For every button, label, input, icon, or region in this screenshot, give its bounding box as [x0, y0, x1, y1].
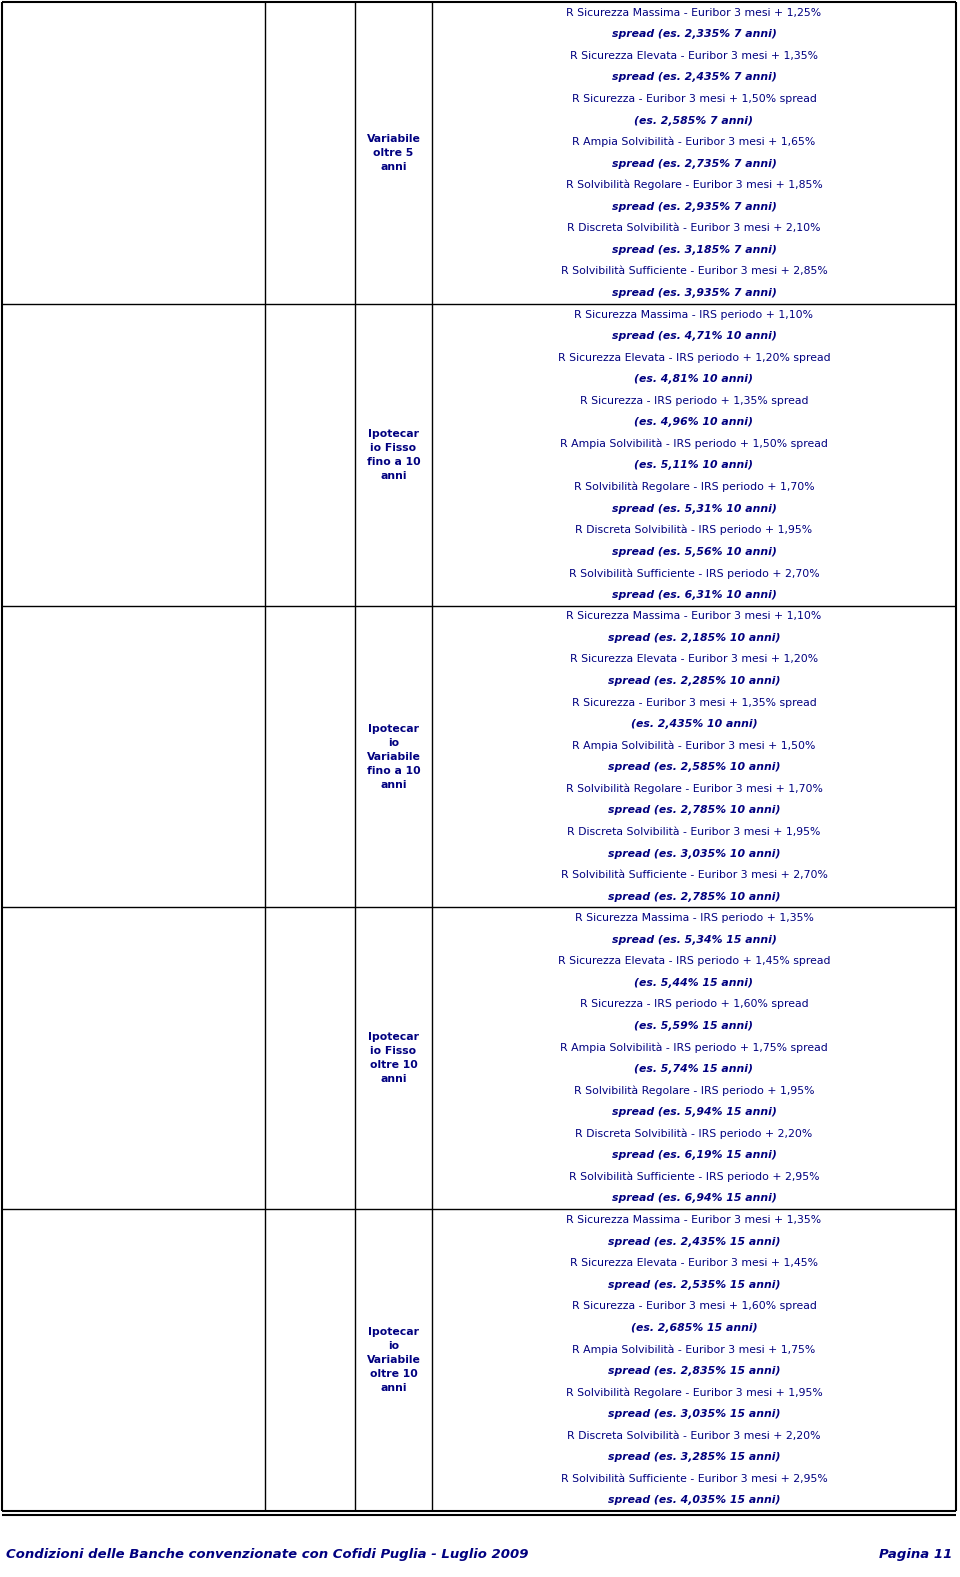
Text: R Solvibilità Regolare - Euribor 3 mesi + 1,85%: R Solvibilità Regolare - Euribor 3 mesi …: [565, 180, 823, 191]
Text: Ipotecar
io
Variabile
oltre 10
anni: Ipotecar io Variabile oltre 10 anni: [367, 1328, 420, 1392]
Text: spread (es. 6,94% 15 anni): spread (es. 6,94% 15 anni): [612, 1194, 777, 1203]
Text: spread (es. 2,785% 10 anni): spread (es. 2,785% 10 anni): [608, 891, 780, 902]
Text: spread (es. 2,835% 15 anni): spread (es. 2,835% 15 anni): [608, 1366, 780, 1375]
Text: R Sicurezza - Euribor 3 mesi + 1,35% spread: R Sicurezza - Euribor 3 mesi + 1,35% spr…: [571, 697, 816, 708]
Text: R Discreta Solvibilità - Euribor 3 mesi + 2,20%: R Discreta Solvibilità - Euribor 3 mesi …: [567, 1430, 821, 1440]
Text: R Ampia Solvibilità - Euribor 3 mesi + 1,65%: R Ampia Solvibilità - Euribor 3 mesi + 1…: [572, 137, 816, 147]
Text: R Sicurezza Elevata - IRS periodo + 1,20% spread: R Sicurezza Elevata - IRS periodo + 1,20…: [558, 353, 830, 363]
Text: spread (es. 2,585% 10 anni): spread (es. 2,585% 10 anni): [608, 762, 780, 773]
Text: R Sicurezza - Euribor 3 mesi + 1,60% spread: R Sicurezza - Euribor 3 mesi + 1,60% spr…: [571, 1301, 816, 1310]
Text: (es. 4,81% 10 anni): (es. 4,81% 10 anni): [635, 374, 754, 385]
Text: spread (es. 3,185% 7 anni): spread (es. 3,185% 7 anni): [612, 244, 777, 255]
Text: R Solvibilità Regolare - IRS periodo + 1,70%: R Solvibilità Regolare - IRS periodo + 1…: [574, 483, 814, 492]
Text: R Ampia Solvibilità - IRS periodo + 1,75% spread: R Ampia Solvibilità - IRS periodo + 1,75…: [560, 1042, 828, 1053]
Text: R Sicurezza Massima - Euribor 3 mesi + 1,10%: R Sicurezza Massima - Euribor 3 mesi + 1…: [566, 612, 822, 621]
Text: spread (es. 6,31% 10 anni): spread (es. 6,31% 10 anni): [612, 590, 777, 599]
Text: (es. 2,685% 15 anni): (es. 2,685% 15 anni): [631, 1323, 757, 1333]
Text: R Sicurezza Elevata - IRS periodo + 1,45% spread: R Sicurezza Elevata - IRS periodo + 1,45…: [558, 956, 830, 967]
Text: Variabile
oltre 5
anni: Variabile oltre 5 anni: [367, 134, 420, 172]
Text: spread (es. 4,71% 10 anni): spread (es. 4,71% 10 anni): [612, 331, 777, 341]
Text: R Solvibilità Sufficiente - Euribor 3 mesi + 2,70%: R Solvibilità Sufficiente - Euribor 3 me…: [561, 871, 828, 880]
Text: (es. 4,96% 10 anni): (es. 4,96% 10 anni): [635, 418, 754, 427]
Text: R Solvibilità Regolare - IRS periodo + 1,95%: R Solvibilità Regolare - IRS periodo + 1…: [574, 1085, 814, 1096]
Text: R Sicurezza Elevata - Euribor 3 mesi + 1,45%: R Sicurezza Elevata - Euribor 3 mesi + 1…: [570, 1258, 818, 1268]
Text: spread (es. 5,94% 15 anni): spread (es. 5,94% 15 anni): [612, 1107, 777, 1117]
Text: Ipotecar
io Fisso
fino a 10
anni: Ipotecar io Fisso fino a 10 anni: [367, 429, 420, 481]
Text: R Sicurezza - IRS periodo + 1,60% spread: R Sicurezza - IRS periodo + 1,60% spread: [580, 1000, 808, 1009]
Text: spread (es. 2,285% 10 anni): spread (es. 2,285% 10 anni): [608, 677, 780, 686]
Text: R Solvibilità Sufficiente - Euribor 3 mesi + 2,85%: R Solvibilità Sufficiente - Euribor 3 me…: [561, 267, 828, 276]
Text: Pagina 11: Pagina 11: [878, 1549, 952, 1561]
Text: R Solvibilità Regolare - Euribor 3 mesi + 1,95%: R Solvibilità Regolare - Euribor 3 mesi …: [565, 1388, 823, 1397]
Text: spread (es. 2,435% 7 anni): spread (es. 2,435% 7 anni): [612, 73, 777, 82]
Text: R Discreta Solvibilità - Euribor 3 mesi + 2,10%: R Discreta Solvibilità - Euribor 3 mesi …: [567, 224, 821, 233]
Text: Condizioni delle Banche convenzionate con Cofidi Puglia - Luglio 2009: Condizioni delle Banche convenzionate co…: [6, 1549, 529, 1561]
Text: (es. 5,59% 15 anni): (es. 5,59% 15 anni): [635, 1020, 754, 1031]
Text: R Sicurezza - Euribor 3 mesi + 1,50% spread: R Sicurezza - Euribor 3 mesi + 1,50% spr…: [571, 95, 816, 104]
Text: R Discreta Solvibilità - Euribor 3 mesi + 1,95%: R Discreta Solvibilità - Euribor 3 mesi …: [567, 826, 821, 837]
Text: R Sicurezza Elevata - Euribor 3 mesi + 1,20%: R Sicurezza Elevata - Euribor 3 mesi + 1…: [570, 654, 818, 664]
Text: (es. 2,585% 7 anni): (es. 2,585% 7 anni): [635, 115, 754, 126]
Text: R Discreta Solvibilità - IRS periodo + 2,20%: R Discreta Solvibilità - IRS periodo + 2…: [575, 1129, 812, 1139]
Text: spread (es. 2,335% 7 anni): spread (es. 2,335% 7 anni): [612, 30, 777, 39]
Text: R Sicurezza Massima - Euribor 3 mesi + 1,35%: R Sicurezza Massima - Euribor 3 mesi + 1…: [566, 1214, 822, 1225]
Text: spread (es. 2,935% 7 anni): spread (es. 2,935% 7 anni): [612, 202, 777, 211]
Text: R Sicurezza - IRS periodo + 1,35% spread: R Sicurezza - IRS periodo + 1,35% spread: [580, 396, 808, 405]
Text: spread (es. 3,035% 15 anni): spread (es. 3,035% 15 anni): [608, 1408, 780, 1419]
Text: (es. 5,44% 15 anni): (es. 5,44% 15 anni): [635, 978, 754, 987]
Text: spread (es. 5,56% 10 anni): spread (es. 5,56% 10 anni): [612, 547, 777, 557]
Text: (es. 5,11% 10 anni): (es. 5,11% 10 anni): [635, 460, 754, 470]
Text: R Ampia Solvibilità - Euribor 3 mesi + 1,50%: R Ampia Solvibilità - Euribor 3 mesi + 1…: [572, 741, 816, 751]
Text: R Sicurezza Massima - Euribor 3 mesi + 1,25%: R Sicurezza Massima - Euribor 3 mesi + 1…: [566, 8, 822, 17]
Text: R Sicurezza Elevata - Euribor 3 mesi + 1,35%: R Sicurezza Elevata - Euribor 3 mesi + 1…: [570, 50, 818, 62]
Text: spread (es. 6,19% 15 anni): spread (es. 6,19% 15 anni): [612, 1150, 777, 1161]
Text: spread (es. 3,935% 7 anni): spread (es. 3,935% 7 anni): [612, 289, 777, 298]
Text: spread (es. 2,735% 7 anni): spread (es. 2,735% 7 anni): [612, 159, 777, 169]
Text: R Solvibilità Sufficiente - IRS periodo + 2,95%: R Solvibilità Sufficiente - IRS periodo …: [568, 1172, 819, 1183]
Text: spread (es. 3,285% 15 anni): spread (es. 3,285% 15 anni): [608, 1452, 780, 1462]
Text: spread (es. 2,185% 10 anni): spread (es. 2,185% 10 anni): [608, 632, 780, 643]
Text: spread (es. 2,435% 15 anni): spread (es. 2,435% 15 anni): [608, 1236, 780, 1246]
Text: Ipotecar
io Fisso
oltre 10
anni: Ipotecar io Fisso oltre 10 anni: [368, 1033, 419, 1085]
Text: Ipotecar
io
Variabile
fino a 10
anni: Ipotecar io Variabile fino a 10 anni: [367, 724, 420, 790]
Text: spread (es. 2,785% 10 anni): spread (es. 2,785% 10 anni): [608, 806, 780, 815]
Text: spread (es. 5,31% 10 anni): spread (es. 5,31% 10 anni): [612, 503, 777, 514]
Text: (es. 2,435% 10 anni): (es. 2,435% 10 anni): [631, 719, 757, 729]
Text: R Solvibilità Sufficiente - IRS periodo + 2,70%: R Solvibilità Sufficiente - IRS periodo …: [568, 568, 819, 579]
Text: R Solvibilità Regolare - Euribor 3 mesi + 1,70%: R Solvibilità Regolare - Euribor 3 mesi …: [565, 784, 823, 795]
Text: R Solvibilità Sufficiente - Euribor 3 mesi + 2,95%: R Solvibilità Sufficiente - Euribor 3 me…: [561, 1473, 828, 1484]
Text: R Ampia Solvibilità - IRS periodo + 1,50% spread: R Ampia Solvibilità - IRS periodo + 1,50…: [560, 438, 828, 449]
Text: spread (es. 2,535% 15 anni): spread (es. 2,535% 15 anni): [608, 1279, 780, 1290]
Text: R Ampia Solvibilità - Euribor 3 mesi + 1,75%: R Ampia Solvibilità - Euribor 3 mesi + 1…: [572, 1344, 816, 1355]
Text: R Discreta Solvibilità - IRS periodo + 1,95%: R Discreta Solvibilità - IRS periodo + 1…: [575, 525, 812, 536]
Text: spread (es. 5,34% 15 anni): spread (es. 5,34% 15 anni): [612, 935, 777, 945]
Text: spread (es. 4,035% 15 anni): spread (es. 4,035% 15 anni): [608, 1495, 780, 1504]
Text: spread (es. 3,035% 10 anni): spread (es. 3,035% 10 anni): [608, 848, 780, 858]
Text: (es. 5,74% 15 anni): (es. 5,74% 15 anni): [635, 1064, 754, 1074]
Text: R Sicurezza Massima - IRS periodo + 1,10%: R Sicurezza Massima - IRS periodo + 1,10…: [574, 309, 813, 320]
Text: R Sicurezza Massima - IRS periodo + 1,35%: R Sicurezza Massima - IRS periodo + 1,35…: [575, 913, 813, 923]
